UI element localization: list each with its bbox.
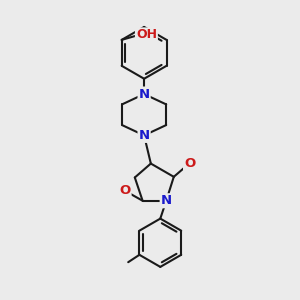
Text: N: N (139, 88, 150, 100)
Text: O: O (184, 157, 195, 170)
Text: O: O (119, 184, 130, 197)
Text: N: N (161, 194, 172, 207)
Text: OH: OH (136, 28, 157, 41)
Text: N: N (139, 129, 150, 142)
